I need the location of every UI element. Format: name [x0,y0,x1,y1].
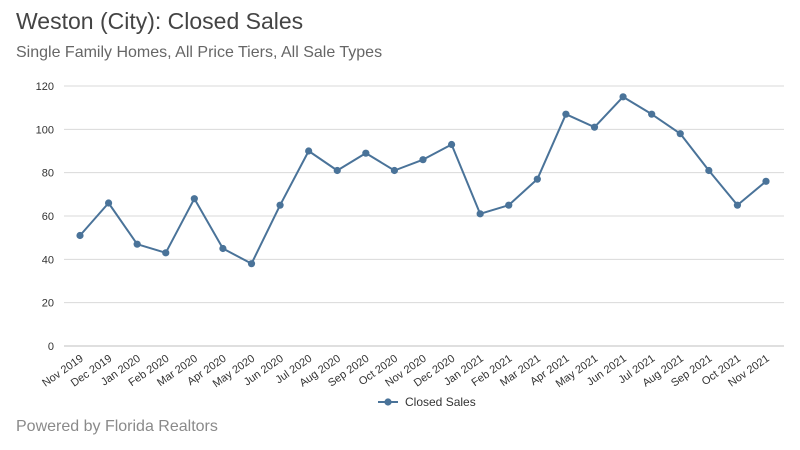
data-point[interactable] [676,130,684,138]
chart-subtitle: Single Family Homes, All Price Tiers, Al… [16,44,383,61]
data-point[interactable] [162,249,170,257]
data-point[interactable] [562,110,570,118]
data-point[interactable] [104,199,113,207]
y-tick-label: 120 [36,81,54,93]
data-point[interactable] [190,195,198,203]
y-tick-label: 100 [36,124,54,136]
data-point[interactable] [733,201,742,209]
data-point[interactable] [447,140,456,149]
data-point[interactable] [133,240,141,248]
data-point[interactable] [76,231,84,240]
data-point[interactable] [333,166,341,175]
data-point[interactable] [762,177,770,185]
data-point[interactable] [305,147,313,155]
series-closed-sales [76,93,770,268]
data-point[interactable] [619,93,627,101]
data-point[interactable] [705,166,713,175]
footer-powered-by: Powered by Florida Realtors [16,418,218,435]
data-point[interactable] [247,260,256,268]
y-tick-label: 20 [42,298,54,310]
y-tick-label: 0 [48,341,54,353]
data-point[interactable] [590,123,599,131]
series-line [79,95,767,265]
data-point[interactable] [390,166,399,175]
y-tick-label: 40 [42,254,54,266]
legend-swatch-marker [384,398,392,406]
legend-label[interactable]: Closed Sales [405,395,476,409]
data-point[interactable] [476,210,484,218]
y-tick-label: 80 [42,168,54,180]
data-point[interactable] [505,201,513,209]
y-tick-label: 60 [42,211,54,223]
data-point[interactable] [648,110,656,118]
data-point[interactable] [419,156,427,164]
legend[interactable]: Closed Sales [378,395,476,409]
gridlines [64,85,784,347]
data-point[interactable] [219,244,227,253]
chart-title: Weston (City): Closed Sales [16,8,304,34]
data-point[interactable] [362,149,370,157]
y-axis-ticks: 0 20 40 60 80 100 120 [36,81,54,353]
data-point[interactable] [533,175,541,183]
data-point[interactable] [276,201,284,209]
